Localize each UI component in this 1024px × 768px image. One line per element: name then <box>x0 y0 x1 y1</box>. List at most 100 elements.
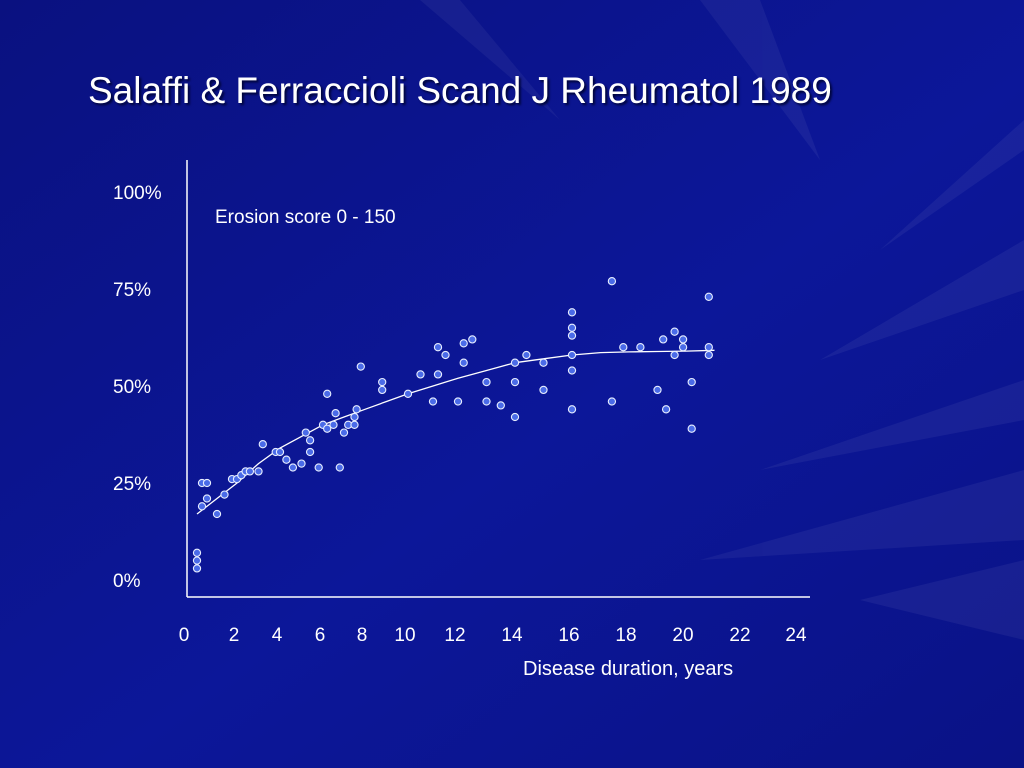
chart-axes <box>186 160 810 598</box>
data-point <box>704 343 713 352</box>
data-point <box>282 455 291 464</box>
data-point <box>468 335 477 344</box>
x-tick-label: 2 <box>229 625 240 646</box>
x-tick-label: 22 <box>729 625 750 646</box>
y-tick-labels: 0% 25% 50% 75% 100% <box>113 183 162 592</box>
data-point <box>482 377 491 387</box>
data-point <box>301 428 310 437</box>
data-point <box>510 377 520 387</box>
data-point <box>258 440 267 449</box>
data-point <box>288 463 298 472</box>
data-point <box>636 343 645 352</box>
data-point <box>314 463 323 472</box>
y-tick-label: 100% <box>113 183 162 204</box>
data-point <box>323 389 332 398</box>
data-point <box>607 397 617 406</box>
data-point <box>539 358 548 367</box>
x-tick-label: 24 <box>785 625 807 646</box>
x-tick-label: 10 <box>394 625 415 646</box>
data-points <box>192 277 713 573</box>
data-point <box>678 335 688 344</box>
data-point <box>305 436 315 445</box>
data-point <box>350 412 359 422</box>
y-tick-label: 50% <box>113 377 151 398</box>
data-point <box>433 343 443 352</box>
data-point <box>510 358 520 367</box>
data-point <box>687 424 696 433</box>
data-point <box>567 350 577 360</box>
slide-title: Salaffi & Ferraccioli Scand J Rheumatol … <box>88 70 832 111</box>
data-point <box>331 409 340 418</box>
data-point <box>428 397 438 406</box>
data-point <box>510 412 520 422</box>
x-tick-label: 12 <box>444 625 465 646</box>
data-point <box>661 405 671 414</box>
data-point <box>459 339 468 348</box>
data-point <box>522 350 531 360</box>
data-point <box>567 366 577 375</box>
data-point <box>567 405 577 414</box>
data-point <box>197 502 207 511</box>
data-point <box>192 564 202 573</box>
data-point <box>670 350 679 360</box>
data-point <box>607 277 617 286</box>
data-point <box>403 389 413 398</box>
data-point <box>378 385 387 395</box>
data-point <box>192 556 202 565</box>
data-point <box>459 358 468 367</box>
data-point <box>670 327 679 336</box>
x-axis-label: Disease duration, years <box>523 658 733 680</box>
data-point <box>245 467 255 476</box>
data-point <box>453 397 463 406</box>
x-tick-label: 18 <box>615 625 636 646</box>
data-point <box>687 377 696 387</box>
data-point <box>356 362 365 371</box>
x-tick-label: 4 <box>272 625 283 646</box>
data-point <box>212 509 222 519</box>
data-point <box>567 323 577 332</box>
x-tick-labels: 0 2 4 6 8 10 12 14 16 18 20 22 24 <box>179 625 807 646</box>
data-point <box>352 405 361 414</box>
data-point <box>567 308 577 317</box>
x-tick-label: 16 <box>558 625 579 646</box>
data-point <box>275 447 285 457</box>
data-point <box>619 343 628 352</box>
data-point <box>202 494 212 503</box>
data-point <box>323 424 332 433</box>
data-point <box>220 490 229 499</box>
data-point <box>482 397 491 406</box>
data-point <box>496 401 505 410</box>
data-point <box>659 335 668 344</box>
x-tick-label: 8 <box>357 625 368 646</box>
data-point <box>704 350 713 360</box>
data-point <box>433 370 443 379</box>
x-tick-label: 14 <box>501 625 523 646</box>
data-point <box>416 370 425 379</box>
data-point <box>329 420 338 429</box>
data-point <box>567 331 577 340</box>
x-tick-label: 20 <box>672 625 693 646</box>
y-tick-label: 0% <box>113 571 141 592</box>
y-tick-label: 25% <box>113 474 151 495</box>
x-tick-label: 6 <box>315 625 326 646</box>
trend-curve <box>196 349 715 515</box>
data-point <box>653 385 662 395</box>
data-point <box>378 377 387 387</box>
data-point <box>539 385 548 395</box>
data-point <box>339 428 349 437</box>
data-point <box>678 343 688 352</box>
data-point <box>704 292 713 301</box>
data-point <box>202 478 212 488</box>
x-tick-label: 0 <box>179 625 190 646</box>
data-point <box>254 467 263 476</box>
data-point <box>441 350 450 360</box>
chart-annotation: Erosion score 0 - 150 <box>215 207 396 228</box>
data-point <box>192 548 202 557</box>
y-tick-label: 75% <box>113 280 151 301</box>
data-point <box>305 447 315 457</box>
data-point <box>350 420 359 429</box>
data-point <box>297 459 306 468</box>
data-point <box>335 463 344 472</box>
